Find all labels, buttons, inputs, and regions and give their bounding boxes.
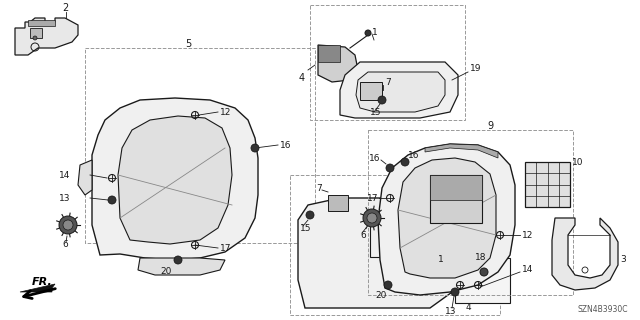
Text: 7: 7 [385, 77, 391, 86]
Text: 4: 4 [299, 73, 305, 83]
Bar [370, 215, 425, 257]
Text: 2: 2 [62, 3, 68, 13]
Text: 5: 5 [185, 39, 191, 49]
Text: 6: 6 [360, 230, 365, 239]
Text: 14: 14 [59, 171, 70, 180]
Polygon shape [430, 175, 482, 200]
Polygon shape [298, 198, 468, 308]
Text: 17: 17 [220, 244, 232, 252]
Polygon shape [398, 158, 496, 278]
Text: 18: 18 [475, 253, 486, 262]
Polygon shape [28, 20, 55, 26]
Circle shape [251, 144, 259, 152]
Text: FR.: FR. [32, 277, 52, 287]
Circle shape [108, 196, 116, 204]
Text: 15: 15 [300, 223, 312, 233]
Circle shape [401, 158, 409, 166]
Text: 20: 20 [375, 291, 387, 300]
Polygon shape [318, 45, 340, 62]
Bar [290, 175, 500, 315]
Circle shape [384, 281, 392, 289]
Polygon shape [78, 160, 92, 195]
Bar [328, 195, 348, 211]
Polygon shape [118, 116, 232, 244]
Bar [310, 5, 465, 120]
Polygon shape [425, 144, 498, 158]
Text: 6: 6 [62, 239, 68, 249]
Text: 4: 4 [465, 303, 471, 313]
Text: 10: 10 [572, 157, 584, 166]
Polygon shape [138, 258, 225, 275]
Bar [525, 162, 570, 207]
Text: 17: 17 [367, 194, 378, 203]
Text: 7: 7 [316, 183, 322, 193]
Circle shape [480, 268, 488, 276]
Circle shape [367, 213, 377, 223]
Polygon shape [356, 72, 445, 112]
Text: 16: 16 [408, 150, 419, 159]
Text: SZN4B3930C: SZN4B3930C [577, 305, 628, 314]
Text: 1: 1 [438, 255, 444, 265]
Text: 16: 16 [280, 140, 291, 149]
Bar [85, 48, 315, 243]
Bar [30, 28, 42, 38]
Bar [360, 82, 382, 100]
Text: 16: 16 [369, 154, 380, 163]
Text: 15: 15 [370, 108, 381, 116]
Polygon shape [92, 98, 258, 260]
Polygon shape [340, 62, 458, 118]
Text: 20: 20 [160, 268, 172, 276]
Text: 9: 9 [487, 121, 493, 131]
Bar [368, 130, 573, 295]
Text: 3: 3 [620, 255, 626, 265]
Text: 1: 1 [372, 28, 378, 36]
Circle shape [174, 256, 182, 264]
Bar [455, 258, 510, 303]
Polygon shape [15, 18, 78, 55]
Text: 13: 13 [445, 308, 456, 316]
Text: 12: 12 [522, 230, 533, 239]
Circle shape [378, 96, 386, 104]
Polygon shape [552, 218, 618, 290]
Text: 12: 12 [220, 108, 232, 116]
Polygon shape [20, 284, 55, 292]
Text: 19: 19 [470, 63, 481, 73]
Text: 14: 14 [522, 266, 533, 275]
Circle shape [451, 288, 459, 296]
Circle shape [365, 30, 371, 36]
Circle shape [33, 36, 37, 40]
Circle shape [386, 164, 394, 172]
Circle shape [306, 211, 314, 219]
Circle shape [363, 209, 381, 227]
Circle shape [59, 216, 77, 234]
Bar [430, 175, 482, 223]
Circle shape [63, 220, 73, 230]
Polygon shape [318, 45, 358, 82]
Polygon shape [378, 144, 515, 295]
Text: 13: 13 [58, 194, 70, 203]
